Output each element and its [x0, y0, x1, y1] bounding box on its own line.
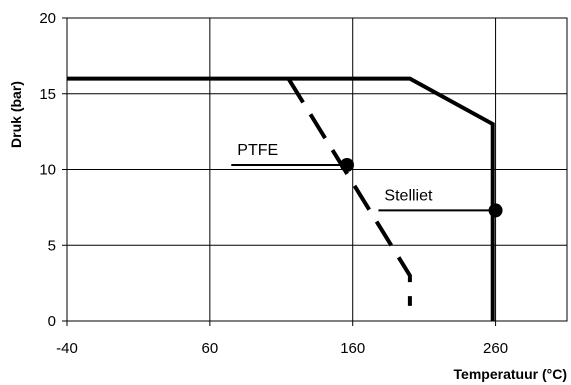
y-axis-title: Druk (bar) — [8, 81, 24, 148]
x-tick-label: 260 — [483, 340, 508, 357]
plot-frame — [66, 17, 568, 322]
x-tick-label: 160 — [340, 340, 365, 357]
y-tick-label: 5 — [48, 237, 56, 254]
x-tick-label: 60 — [202, 340, 219, 357]
tick-layer: -40 60 160 260 0 5 10 15 20 — [39, 10, 508, 357]
annotation-label: PTFE — [237, 142, 278, 159]
x-tick-label: -40 — [56, 340, 78, 357]
series-layer — [67, 76, 495, 321]
annotation-marker — [488, 203, 503, 218]
y-tick-label: 15 — [39, 86, 56, 103]
x-axis-title: Temperatuur (°C) — [454, 366, 567, 382]
y-tick-label: 20 — [39, 10, 56, 27]
y-tick-label: 10 — [39, 162, 56, 179]
annotation-layer: PTFE Stelliet — [231, 142, 503, 218]
annotation-marker — [340, 157, 354, 172]
solid-series-line — [67, 76, 495, 321]
y-tick-label: 0 — [48, 313, 56, 330]
annotation-label: Stelliet — [384, 187, 433, 204]
dashed-series-line — [286, 77, 412, 306]
